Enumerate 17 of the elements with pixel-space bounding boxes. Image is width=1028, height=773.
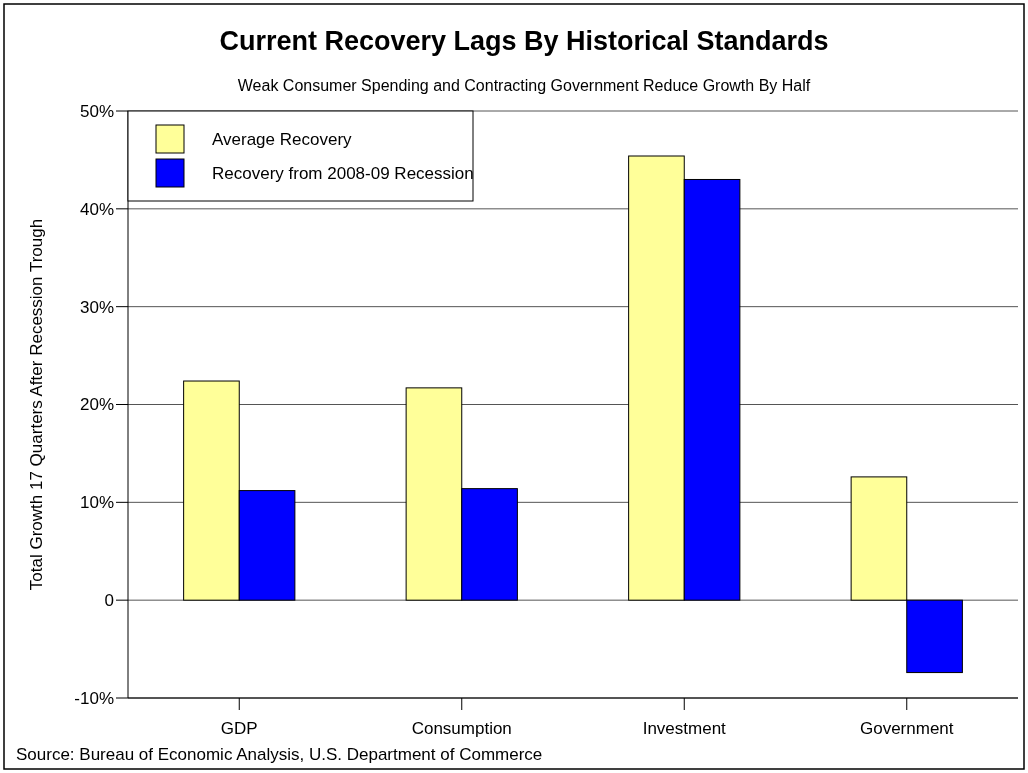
x-tick-label: GDP <box>220 719 258 738</box>
legend-label: Average Recovery <box>212 129 353 149</box>
y-tick-label: 40% <box>79 199 114 219</box>
y-tick-label: 0 <box>104 591 114 611</box>
x-tick-label: Consumption <box>411 719 512 738</box>
y-tick-label: 10% <box>79 493 114 513</box>
chart-title: Current Recovery Lags By Historical Standards <box>219 26 829 56</box>
source-note: Source: Bureau of Economic Analysis, U.S. Department of Commerce <box>16 745 543 764</box>
y-tick-label: 30% <box>79 297 114 317</box>
x-tick-label: Investment <box>642 719 727 738</box>
y-tick-label: -10% <box>74 688 114 708</box>
chart-subtitle: Weak Consumer Spending and Contracting Government Reduce Growth By Half <box>237 77 811 94</box>
y-axis-title: Total Growth 17 Quarters After Recession Trough <box>27 218 46 591</box>
y-tick-label: 50% <box>79 101 114 121</box>
y-tick-label: 20% <box>79 395 114 415</box>
x-tick-label: Government <box>859 719 954 738</box>
legend-label: Recovery from 2008-09 Recession <box>212 163 474 183</box>
